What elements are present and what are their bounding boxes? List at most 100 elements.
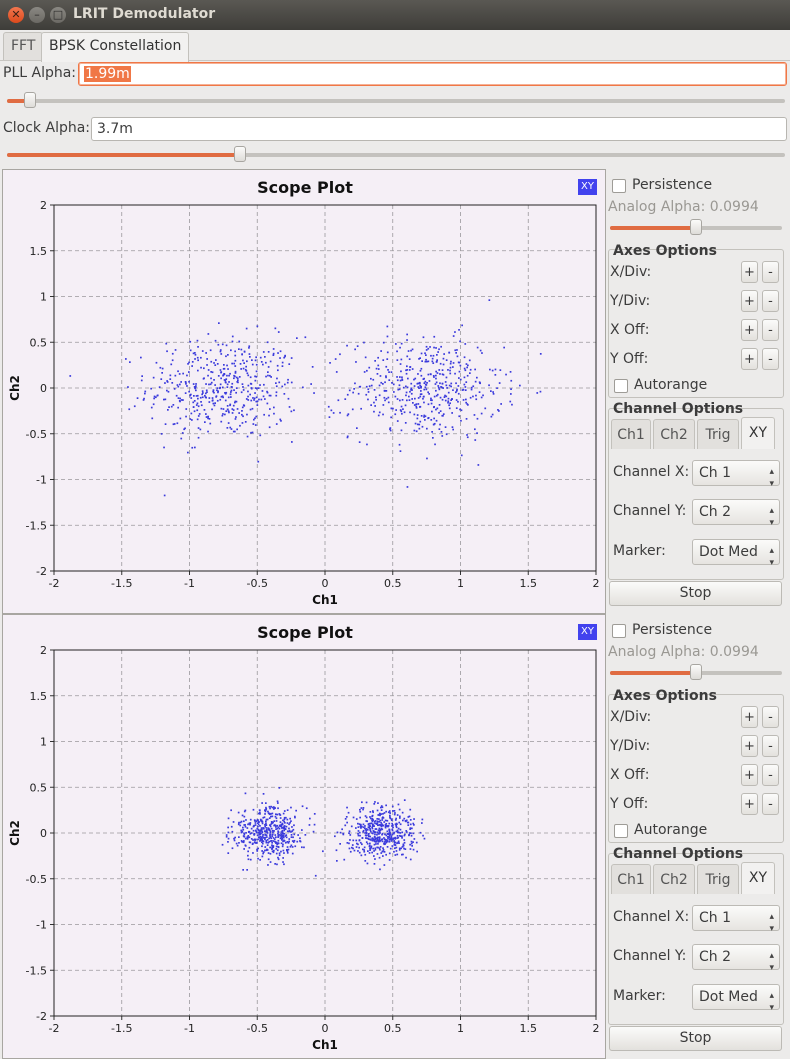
- clock-alpha-slider-handle[interactable]: [234, 146, 246, 162]
- tab-ch1[interactable]: Ch1: [611, 864, 651, 894]
- data-point: [252, 397, 254, 399]
- x-off-minus-button[interactable]: -: [762, 764, 779, 786]
- close-icon[interactable]: ✕: [8, 7, 24, 23]
- data-point: [196, 409, 199, 412]
- data-point: [244, 837, 247, 840]
- data-point: [478, 391, 481, 393]
- persistence-checkbox[interactable]: [612, 624, 626, 638]
- pll-alpha-field[interactable]: 1.99m: [78, 62, 787, 86]
- tab-ch2[interactable]: Ch2: [653, 419, 695, 449]
- tab-ch2[interactable]: Ch2: [653, 864, 695, 894]
- data-point: [441, 386, 443, 389]
- x-off-plus-button[interactable]: +: [741, 319, 758, 341]
- channel-y-select[interactable]: Ch 2 ▴ ▾: [692, 944, 780, 973]
- x-tick-label: -0.5: [247, 577, 268, 590]
- data-point: [263, 383, 265, 386]
- data-point: [349, 834, 352, 836]
- clock-alpha-field[interactable]: 3.7m: [91, 117, 787, 141]
- data-point: [276, 849, 279, 852]
- data-point: [367, 850, 369, 852]
- data-point: [382, 413, 384, 416]
- analog-alpha-slider-handle[interactable]: [690, 664, 702, 680]
- data-point: [279, 817, 282, 819]
- data-point: [266, 832, 269, 834]
- pll-alpha-slider-handle[interactable]: [24, 92, 36, 108]
- analog-alpha-slider[interactable]: [610, 219, 782, 235]
- data-point: [464, 389, 467, 391]
- data-point: [359, 841, 362, 844]
- x-off-plus-button[interactable]: +: [741, 764, 758, 786]
- data-point: [346, 806, 348, 809]
- data-point: [389, 847, 392, 850]
- pll-alpha-slider[interactable]: [7, 92, 785, 108]
- data-point: [283, 810, 286, 812]
- x-div-plus-button[interactable]: +: [741, 706, 758, 728]
- data-point: [419, 831, 422, 834]
- tab-ch1[interactable]: Ch1: [611, 419, 651, 449]
- data-point: [375, 828, 378, 830]
- data-point: [205, 389, 208, 392]
- marker-select[interactable]: Dot Med ▴ ▾: [692, 984, 780, 1013]
- data-point: [228, 411, 230, 414]
- data-point: [435, 377, 437, 380]
- data-point: [380, 825, 383, 827]
- data-point: [243, 848, 245, 850]
- data-point: [376, 373, 379, 375]
- tab-trig[interactable]: Trig: [697, 419, 739, 449]
- data-point: [237, 823, 240, 826]
- x-div-minus-button[interactable]: -: [762, 261, 779, 283]
- y-div-plus-button[interactable]: +: [741, 735, 758, 757]
- x-div-minus-button[interactable]: -: [762, 706, 779, 728]
- data-point: [265, 839, 268, 842]
- data-point: [282, 819, 284, 822]
- data-point: [245, 370, 248, 372]
- maximize-icon[interactable]: □: [50, 7, 66, 23]
- data-point: [286, 809, 289, 811]
- clock-alpha-slider[interactable]: [7, 146, 785, 162]
- stop-button[interactable]: Stop: [609, 1026, 782, 1051]
- data-point: [456, 388, 458, 391]
- marker-select[interactable]: Dot Med ▴ ▾: [692, 539, 780, 568]
- data-point: [462, 388, 465, 391]
- x-div-plus-button[interactable]: +: [741, 261, 758, 283]
- tab-xy[interactable]: XY: [741, 862, 775, 894]
- data-point: [389, 816, 391, 818]
- y-off-minus-button[interactable]: -: [762, 793, 779, 815]
- tab-trig[interactable]: Trig: [697, 864, 739, 894]
- data-point: [382, 817, 385, 819]
- analog-alpha-slider-handle[interactable]: [690, 219, 702, 235]
- y-div-minus-button[interactable]: -: [762, 735, 779, 757]
- tab-fft[interactable]: FFT: [3, 32, 44, 60]
- data-point: [400, 410, 403, 413]
- y-off-plus-button[interactable]: +: [741, 348, 758, 370]
- y-off-minus-button[interactable]: -: [762, 348, 779, 370]
- minimize-icon[interactable]: –: [29, 7, 45, 23]
- y-div-plus-button[interactable]: +: [741, 290, 758, 312]
- data-point: [391, 822, 393, 825]
- autorange-checkbox[interactable]: [614, 379, 628, 393]
- channel-x-select[interactable]: Ch 1 ▴ ▾: [692, 460, 780, 489]
- data-point: [182, 372, 184, 375]
- data-point: [398, 834, 401, 837]
- data-point: [365, 831, 368, 834]
- data-point: [280, 823, 283, 826]
- x-off-minus-button[interactable]: -: [762, 319, 779, 341]
- persistence-checkbox[interactable]: [612, 179, 626, 193]
- data-point: [251, 359, 253, 361]
- persistence-label: Persistence: [632, 622, 713, 638]
- data-point: [238, 376, 241, 378]
- tab-xy[interactable]: XY: [741, 417, 775, 449]
- data-point: [449, 372, 452, 375]
- data-point: [511, 403, 513, 406]
- stop-button[interactable]: Stop: [609, 581, 782, 606]
- analog-alpha-slider[interactable]: [610, 664, 782, 680]
- y-div-minus-button[interactable]: -: [762, 290, 779, 312]
- channel-y-select[interactable]: Ch 2 ▴ ▾: [692, 499, 780, 528]
- data-point: [361, 843, 363, 846]
- autorange-checkbox[interactable]: [614, 824, 628, 838]
- y-off-plus-button[interactable]: +: [741, 793, 758, 815]
- channel-x-select[interactable]: Ch 1 ▴ ▾: [692, 905, 780, 934]
- tab-bpsk-constellation[interactable]: BPSK Constellation: [41, 32, 190, 62]
- data-point: [430, 354, 432, 357]
- data-point: [466, 374, 469, 377]
